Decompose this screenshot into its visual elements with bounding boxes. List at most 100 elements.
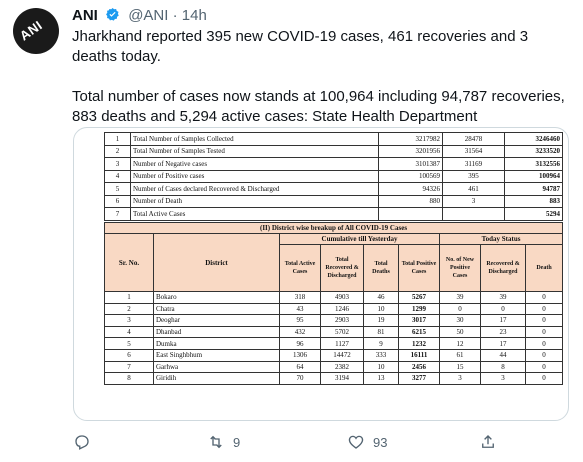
avatar[interactable]: ANI (13, 8, 59, 54)
table-row: 5 Dumka 96 1127 9 1232 12 17 0 (104, 337, 564, 350)
district-cell-positive: 2456 (398, 360, 440, 374)
district-cell-district: Dhanbad (153, 325, 280, 339)
author-handle[interactable]: @ANI (128, 7, 169, 24)
table-row: 2 Chatra 43 1246 10 1299 0 0 0 (104, 302, 564, 316)
summary-cell-a (378, 207, 443, 221)
col-recovered: Total Recovered & Discharged (320, 244, 364, 292)
summary-cell-c: 3233520 (504, 144, 563, 158)
table-row: 4 Dhanbad 432 5702 81 6215 50 23 0 (104, 325, 564, 339)
table-row: 8 Giridih 70 3194 13 3277 3 3 0 (104, 372, 564, 385)
summary-cell-no: 2 (104, 144, 131, 158)
tweet-actions: 9 93 (0, 433, 583, 451)
summary-cell-b (442, 207, 505, 221)
district-cell-positive: 1232 (398, 337, 440, 350)
district-cell-deaths: 10 (363, 302, 399, 316)
summary-cell-b: 31564 (442, 144, 505, 158)
share-icon (482, 435, 494, 448)
district-cell-no: 6 (104, 348, 154, 362)
table-row: 1 Bokaro 318 4903 46 5267 39 39 0 (104, 291, 564, 304)
district-cell-new: 50 (439, 325, 481, 339)
reply-button[interactable] (73, 433, 91, 451)
district-cell-district: Chatra (153, 302, 280, 316)
district-cell-positive: 5267 (398, 291, 440, 304)
tweet-text: Jharkhand reported 395 new COVID-19 case… (72, 27, 572, 127)
district-cell-rec: 39 (480, 291, 526, 304)
cumulative-header: Cumulative till Yesterday (279, 233, 440, 245)
district-cell-recovered: 2903 (320, 314, 364, 327)
district-cell-no: 3 (104, 314, 154, 327)
district-cell-deaths: 19 (363, 314, 399, 327)
summary-cell-label: Total Number of Samples Collected (130, 132, 379, 146)
district-cell-no: 8 (104, 372, 154, 385)
district-cell-rec: 17 (480, 337, 526, 350)
summary-cell-a: 100569 (378, 169, 443, 183)
district-cell-active: 43 (279, 302, 321, 316)
table-row: 6 East Singhbhum 1306 14472 333 16111 61 44 0 (104, 348, 564, 362)
summary-cell-a: 3217982 (378, 132, 443, 146)
col-death: Death (524, 244, 564, 292)
summary-cell-b: 395 (442, 169, 505, 183)
district-cell-rec: 44 (480, 348, 526, 362)
district-cell-death: 0 (524, 337, 564, 350)
summary-cell-label: Number of Positive cases (130, 169, 379, 183)
summary-cell-no: 3 (104, 157, 131, 171)
district-cell-death: 0 (524, 348, 564, 362)
district-cell-district: East Singhbhum (153, 348, 280, 362)
district-cell-recovered: 14472 (320, 348, 364, 362)
district-cell-positive: 6215 (398, 325, 440, 339)
summary-cell-label: Total Number of Samples Tested (130, 144, 379, 158)
author-name[interactable]: ANI (72, 7, 98, 24)
district-cell-death: 0 (524, 360, 564, 374)
district-cell-new: 12 (439, 337, 481, 350)
summary-cell-b: 461 (442, 182, 505, 196)
district-cell-rec: 23 (480, 325, 526, 339)
district-cell-district: Bokaro (153, 291, 280, 304)
col-srno: Sr. No. (104, 233, 154, 292)
district-cell-deaths: 9 (363, 337, 399, 350)
summary-row: 5 Number of Cases declared Recovered & Di… (104, 182, 563, 196)
district-cell-new: 39 (439, 291, 481, 304)
district-cell-active: 96 (279, 337, 321, 350)
district-cell-recovered: 1127 (320, 337, 364, 350)
district-cell-rec: 3 (480, 372, 526, 385)
table-row: 3 Deoghar 95 2903 19 3017 30 17 0 (104, 314, 564, 327)
summary-cell-label: Number of Death (130, 194, 379, 208)
summary-row: 7 Total Active Cases 5294 (104, 207, 563, 221)
district-cell-positive: 16111 (398, 348, 440, 362)
summary-cell-b: 28478 (442, 132, 505, 146)
district-cell-rec: 8 (480, 360, 526, 374)
retweet-button[interactable]: 9 (207, 433, 240, 451)
summary-row: 4 Number of Positive cases 100569 395 100964 (104, 169, 563, 183)
summary-cell-c: 883 (504, 194, 563, 208)
district-cell-district: Deoghar (153, 314, 280, 327)
like-button[interactable]: 93 (347, 433, 387, 451)
tweet-time[interactable]: · 14h (172, 7, 207, 24)
district-cell-death: 0 (524, 372, 564, 385)
like-count: 93 (373, 434, 388, 450)
summary-cell-no: 5 (104, 182, 131, 196)
summary-row: 1 Total Number of Samples Collected 321798… (104, 132, 563, 146)
district-cell-recovered: 4903 (320, 291, 364, 304)
district-cell-active: 95 (279, 314, 321, 327)
district-cell-district: Giridih (153, 372, 280, 385)
district-cell-deaths: 10 (363, 360, 399, 374)
district-cell-active: 1306 (279, 348, 321, 362)
summary-cell-c: 3132556 (504, 157, 563, 171)
district-table-title: (II) District wise breakup of All COVID-… (103, 222, 564, 234)
tweet-image[interactable]: 1 Total Number of Samples Collected 321798… (73, 127, 569, 421)
summary-row: 6 Number of Death 880 3 883 (104, 194, 563, 208)
district-cell-district: Garhwa (153, 360, 280, 374)
district-cell-new: 61 (439, 348, 481, 362)
today-header: Today Status (438, 233, 564, 245)
col-deaths: Total Deaths (363, 244, 399, 292)
district-cell-no: 1 (104, 291, 154, 304)
avatar-logo-text: ANI (16, 17, 46, 44)
district-cell-deaths: 81 (363, 325, 399, 339)
district-cell-deaths: 333 (363, 348, 399, 362)
verified-badge-icon (106, 7, 119, 21)
district-cell-district: Dumka (153, 337, 280, 350)
heart-icon (348, 435, 364, 449)
summary-cell-a: 3201956 (378, 144, 443, 158)
tweet-header: ANI @ANI · 14h (72, 7, 207, 24)
share-button[interactable] (479, 433, 497, 451)
